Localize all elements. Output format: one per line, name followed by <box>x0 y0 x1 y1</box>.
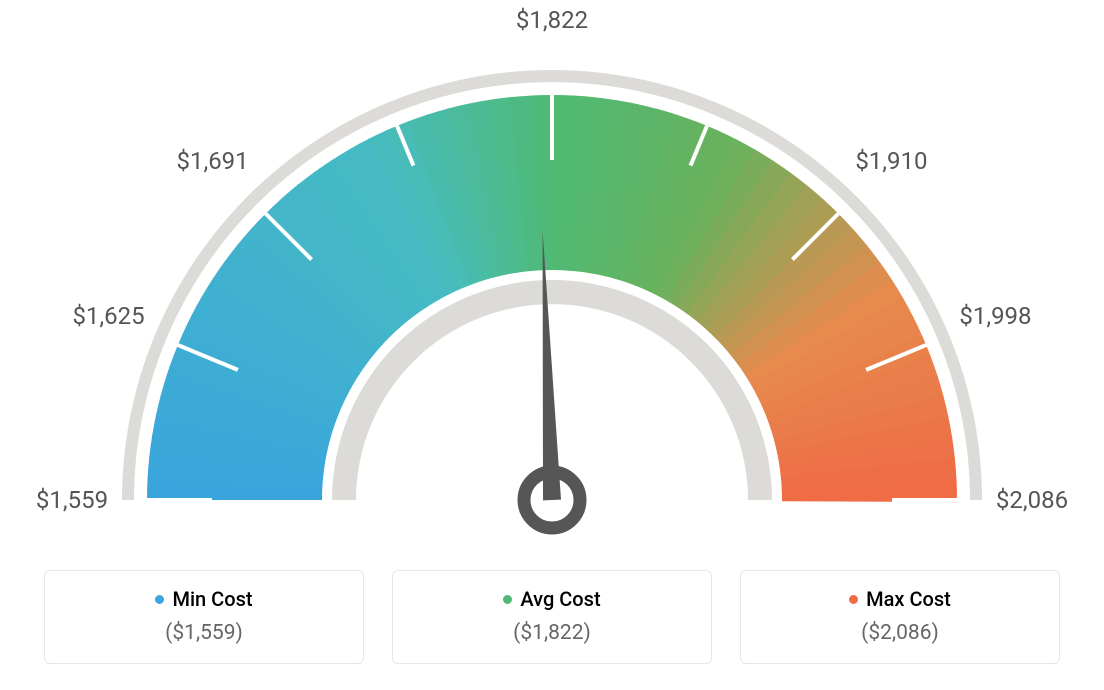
avg-cost-title: Avg Cost <box>413 587 691 611</box>
max-cost-card: Max Cost ($2,086) <box>740 570 1060 664</box>
max-cost-label: Max Cost <box>866 587 951 611</box>
avg-dot-icon <box>503 595 512 604</box>
gauge-tick-label: $1,625 <box>72 302 144 330</box>
max-dot-icon <box>849 595 858 604</box>
gauge-tick-label: $1,691 <box>176 147 248 175</box>
gauge-tick-label: $1,559 <box>36 486 108 514</box>
gauge-tick-label: $1,822 <box>516 6 588 34</box>
min-cost-label: Min Cost <box>172 587 252 611</box>
min-cost-value: ($1,559) <box>65 621 343 645</box>
gauge-tick-label: $1,910 <box>855 147 927 175</box>
avg-cost-card: Avg Cost ($1,822) <box>392 570 712 664</box>
gauge-tick-label: $1,998 <box>959 302 1031 330</box>
min-cost-title: Min Cost <box>65 587 343 611</box>
max-cost-value: ($2,086) <box>761 621 1039 645</box>
gauge-chart: $1,559 $1,625 $1,691 $1,822 $1,910 $1,998 $2,0… <box>0 0 1104 560</box>
avg-cost-value: ($1,822) <box>413 621 691 645</box>
max-cost-title: Max Cost <box>761 587 1039 611</box>
gauge-svg <box>0 0 1104 560</box>
min-dot-icon <box>155 595 164 604</box>
gauge-tick-label: $2,086 <box>996 486 1068 514</box>
cost-cards-row: Min Cost ($1,559) Avg Cost ($1,822) Max … <box>0 570 1104 664</box>
min-cost-card: Min Cost ($1,559) <box>44 570 364 664</box>
avg-cost-label: Avg Cost <box>520 587 600 611</box>
